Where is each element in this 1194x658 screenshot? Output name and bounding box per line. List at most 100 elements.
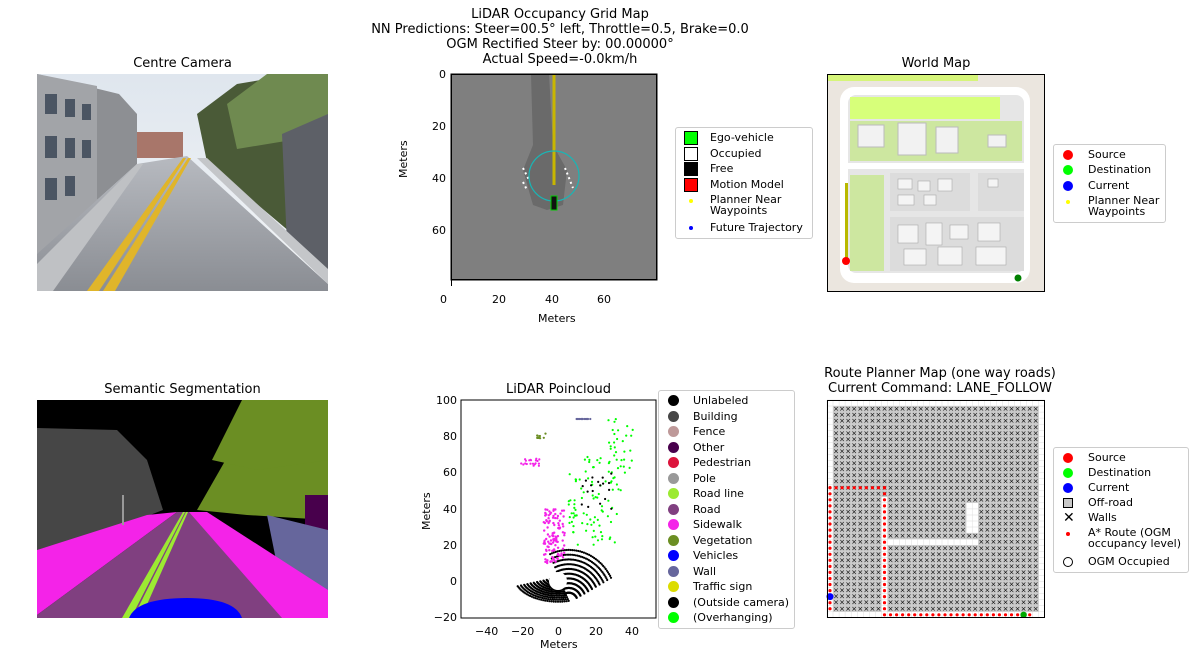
wall-marker: × [930,423,936,431]
route-point [882,534,887,538]
off-road-cell [996,436,1003,443]
wall-marker: × [984,605,990,613]
off-road-cell [966,593,973,600]
wall-marker: × [1003,466,1009,474]
route-point [882,492,887,496]
lidar-point [611,428,614,432]
off-road-cell [948,605,954,612]
off-road-cell [905,527,912,533]
route-point [882,504,887,508]
off-road-cell [978,539,985,546]
wall-marker: × [882,423,888,431]
wall-marker: × [936,514,942,522]
route-point [882,486,887,490]
lidar-point [602,581,605,584]
off-road-cell [929,448,936,455]
wall-marker: × [990,550,996,558]
lidar-point [601,535,604,538]
wall-marker: × [894,460,900,468]
title-line-2: NN Predictions: Steer=00.5° left, Thrott… [371,22,749,37]
lidar-point [586,455,589,459]
lidar-point [568,516,571,519]
occupied-swatch [684,147,698,161]
off-road-cell [1014,484,1021,491]
off-road-cell [845,442,852,449]
off-road-cell [911,515,918,521]
wall-marker: × [924,544,930,552]
wall-marker: × [1027,466,1033,474]
lidar-point [588,458,591,461]
wall-marker: × [875,496,881,504]
off-road-cell [954,521,960,527]
off-road-cell [857,539,864,546]
off-road-cell [893,508,900,515]
wall-marker: × [990,605,996,613]
wall-marker: × [900,478,906,486]
off-road-cell [966,569,973,576]
off-road-cell [929,490,936,497]
wall-marker: × [972,441,978,449]
lidar-point [548,594,551,597]
ogm-xtick: 40 [545,293,559,306]
wall-marker: × [930,460,936,468]
off-road-cell [978,593,985,600]
wall-marker: × [906,569,912,577]
motion-model-swatch [684,178,698,192]
off-road-cell [996,557,1003,564]
class-color-icon [668,472,679,484]
route-point [840,486,844,490]
segmentation-title: Semantic Segmentation [104,382,261,397]
lidar-point [546,545,549,548]
off-road-cell [899,436,906,443]
off-road-cell [1014,430,1021,437]
wall-marker: × [948,478,954,486]
wall-marker: × [1015,405,1021,413]
lidar-point [554,598,558,601]
off-road-cell [960,599,967,606]
lidar-point [563,544,566,547]
off-road-cell [917,424,924,431]
lidar-point [599,561,602,565]
wall-marker: × [857,417,863,425]
lidar-point [560,509,564,512]
wall-marker: × [833,575,839,583]
off-road-cell [1020,599,1027,606]
off-road-cell [966,587,973,594]
off-road-cell [948,527,954,533]
lidar-point [573,503,576,506]
off-road-cell [875,581,882,588]
off-road-cell [851,581,858,588]
wall-marker: × [1009,429,1015,437]
wall-marker: × [1021,587,1027,595]
wall-marker: × [996,593,1002,601]
off-road-cell [851,569,858,576]
off-road-cell [1008,448,1015,455]
wall-marker: × [882,411,888,419]
wall-marker: × [996,460,1002,468]
off-road-cell [942,496,948,503]
wall-marker: × [839,526,845,534]
wall-marker: × [978,520,984,528]
wall-marker: × [954,599,960,607]
wall-marker: × [960,490,966,498]
off-road-cell [917,545,924,552]
wall-marker: × [863,490,869,498]
off-road-cell [869,527,876,533]
off-road-cell [851,466,858,473]
wall-marker: × [948,484,954,492]
off-road-cell [978,515,985,521]
wall-marker: × [851,575,857,583]
wall-marker: × [845,423,851,431]
wall-marker: × [930,484,936,492]
off-road-cell [923,508,930,515]
off-road-cell [1026,502,1033,509]
wall-marker: × [839,508,845,516]
off-road-cell [887,472,894,479]
wall-marker: × [875,435,881,443]
wall-marker: × [1033,550,1039,558]
off-road-cell [966,496,973,503]
lidar-point [609,481,612,484]
lidar-point [596,559,599,562]
off-road-cell [948,533,954,540]
lidar-point [630,459,633,462]
